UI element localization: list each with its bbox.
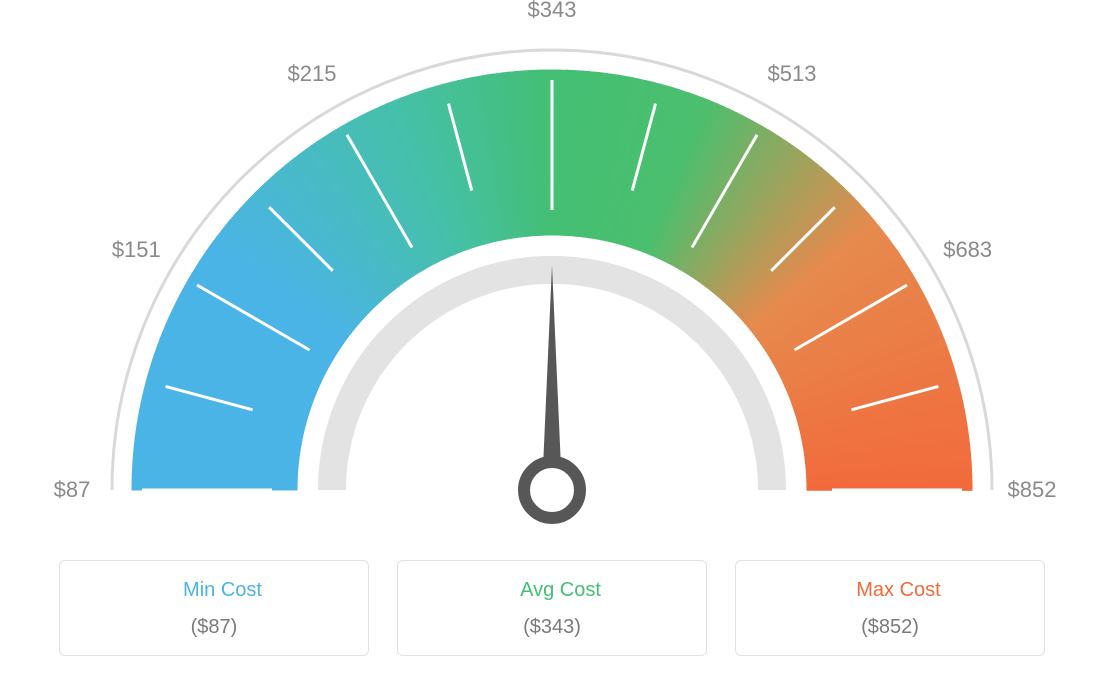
gauge-tick-label: $683 [943, 237, 992, 263]
summary-card: Max Cost ($852) [735, 560, 1045, 656]
gauge-tick-label: $513 [768, 61, 817, 87]
gauge-tick-label: $87 [54, 477, 91, 503]
gauge-chart: $87$151$215$343$513$683$852 [20, 20, 1084, 540]
summary-card-label: Min Cost [70, 579, 358, 602]
summary-card-value: ($87) [70, 616, 358, 639]
summary-card-value: ($343) [408, 616, 696, 639]
gauge-tick-label: $215 [288, 61, 337, 87]
gauge-tick-label: $151 [112, 237, 161, 263]
summary-card-label: Max Cost [746, 579, 1034, 602]
gauge-tick-label: $343 [528, 0, 577, 23]
summary-card-label: Avg Cost [408, 579, 696, 602]
gauge-svg [20, 20, 1084, 540]
summary-card: Avg Cost ($343) [397, 560, 707, 656]
gauge-tick-label: $852 [1008, 477, 1057, 503]
gauge-needle-hub [524, 462, 580, 518]
summary-card: Min Cost ($87) [59, 560, 369, 656]
summary-card-value: ($852) [746, 616, 1034, 639]
summary-cards-row: Min Cost ($87) Avg Cost ($343) Max Cost ($852… [20, 560, 1084, 656]
